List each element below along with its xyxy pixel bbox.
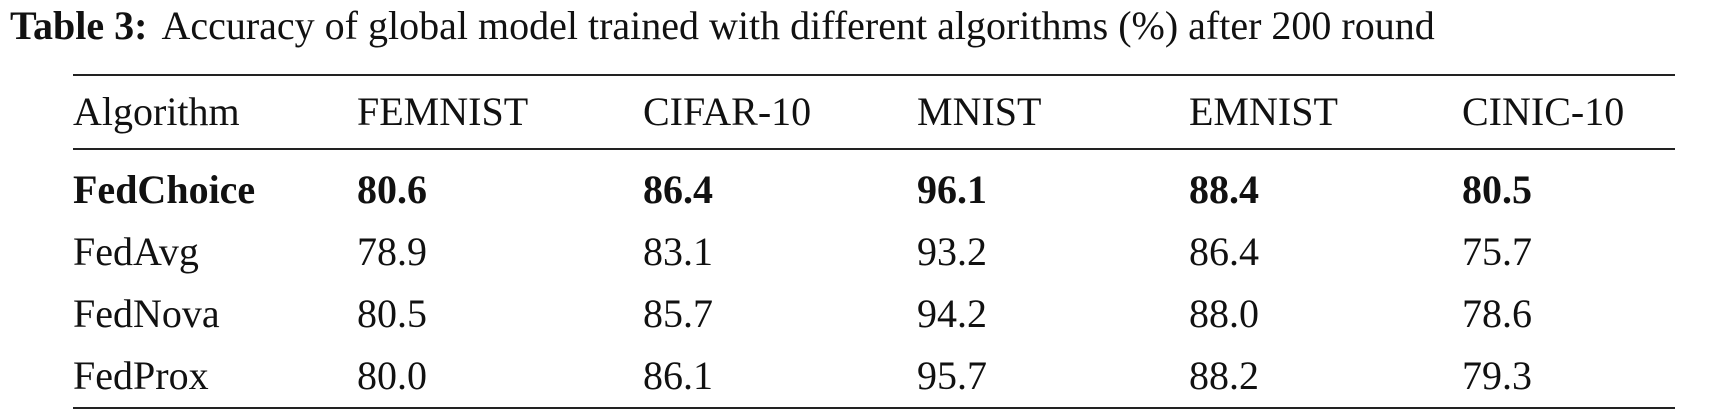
table-cell: 88.0 bbox=[1189, 291, 1259, 336]
header-cell: EMNIST bbox=[1189, 89, 1338, 134]
row-label: FedNova bbox=[73, 291, 220, 336]
row-label: FedAvg bbox=[73, 229, 199, 274]
table-cell: 80.5 bbox=[1462, 167, 1532, 212]
row-label: FedChoice bbox=[73, 167, 256, 212]
table-cell: 86.4 bbox=[1189, 229, 1259, 274]
row-label: FedProx bbox=[73, 353, 209, 398]
table-cell: 86.1 bbox=[643, 353, 713, 398]
table-cell: 96.1 bbox=[917, 167, 987, 212]
table-cell: 75.7 bbox=[1462, 229, 1532, 274]
caption-text: Accuracy of global model trained with di… bbox=[161, 3, 1435, 48]
table-cell: 94.2 bbox=[917, 291, 987, 336]
top-rule bbox=[73, 74, 1675, 76]
caption-label: Table 3: bbox=[10, 3, 148, 48]
table-cell: 85.7 bbox=[643, 291, 713, 336]
table-cell: 93.2 bbox=[917, 229, 987, 274]
table-cell: 88.2 bbox=[1189, 353, 1259, 398]
table-cell: 79.3 bbox=[1462, 353, 1532, 398]
table-cell: 88.4 bbox=[1189, 167, 1259, 212]
table-cell: 83.1 bbox=[643, 229, 713, 274]
table-cell: 80.0 bbox=[357, 353, 427, 398]
header-cell: Algorithm bbox=[73, 89, 240, 134]
header-cell: MNIST bbox=[917, 89, 1042, 134]
table-cell: 80.6 bbox=[357, 167, 427, 212]
caption: Table 3: Accuracy of global model trained… bbox=[10, 2, 1435, 49]
table-cell: 80.5 bbox=[357, 291, 427, 336]
header-cell: CINIC-10 bbox=[1462, 89, 1625, 134]
bottom-rule bbox=[73, 407, 1675, 409]
header-cell: FEMNIST bbox=[357, 89, 529, 134]
table-cell: 78.6 bbox=[1462, 291, 1532, 336]
mid-rule bbox=[73, 148, 1675, 150]
table-cell: 78.9 bbox=[357, 229, 427, 274]
table-cell: 86.4 bbox=[643, 167, 713, 212]
table-cell: 95.7 bbox=[917, 353, 987, 398]
header-cell: CIFAR-10 bbox=[643, 89, 812, 134]
